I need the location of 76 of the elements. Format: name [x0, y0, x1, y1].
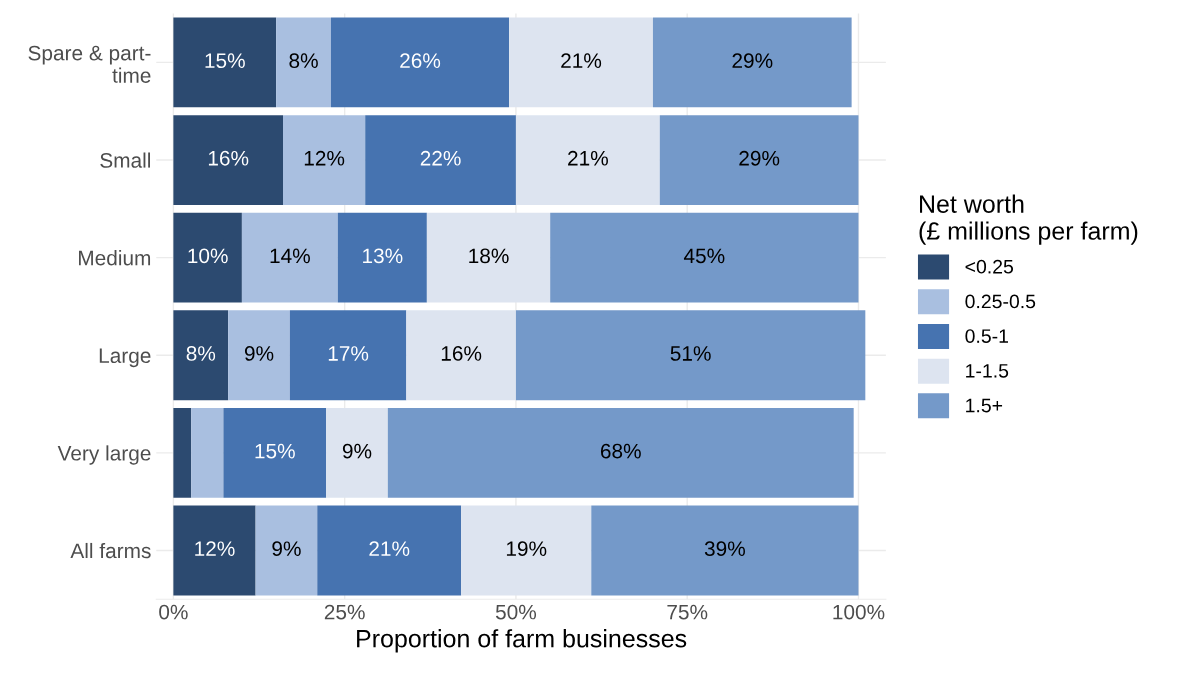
y-tick-label: Small [100, 152, 151, 168]
bar [509, 17, 653, 108]
x-tick-label: 0% [159, 604, 188, 620]
bar [406, 310, 516, 401]
bar [652, 17, 852, 108]
bar [550, 212, 859, 303]
y-tick-label: Spare & part- time [28, 45, 151, 83]
legend-label: 1.5+ [966, 398, 1003, 413]
x-tick-label: 75% [667, 604, 708, 620]
data-label: 68% [600, 443, 641, 459]
data-label: 14% [270, 248, 310, 264]
data-label: 26% [400, 53, 441, 69]
data-label: 21% [568, 150, 608, 166]
bar [173, 505, 256, 596]
bar [276, 17, 331, 108]
legend-label: 0.25-0.5 [965, 294, 1036, 309]
data-label: 9% [272, 541, 301, 557]
bar [326, 407, 388, 498]
bar [173, 310, 229, 401]
bar [228, 310, 290, 401]
data-label: 19% [506, 541, 547, 557]
data-label: 8% [289, 53, 318, 69]
bar [241, 212, 338, 303]
data-label: 21% [369, 541, 410, 556]
bar [330, 17, 510, 108]
legend-label: 0.5-1 [965, 329, 1008, 343]
y-tick-label: Very large [57, 445, 151, 465]
data-label: 29% [732, 53, 773, 69]
bar [173, 17, 277, 108]
bar [365, 115, 516, 205]
data-label: 39% [704, 541, 745, 557]
bar [317, 505, 462, 596]
bar [191, 407, 224, 498]
data-label: 21% [561, 53, 602, 68]
x-axis-title: Proportion of farm businesses [357, 629, 687, 653]
y-tick-label: All farms [70, 542, 151, 559]
data-label: 12% [304, 150, 345, 166]
data-label: 22% [420, 150, 461, 166]
bar [173, 115, 283, 205]
data-label: 15% [205, 53, 245, 69]
bar [515, 310, 866, 401]
data-label: 9% [342, 443, 372, 459]
bar [289, 310, 407, 401]
data-label: 29% [739, 150, 780, 166]
bar [591, 505, 859, 596]
legend-label: 1-1.5 [966, 364, 1009, 378]
bar [283, 115, 366, 205]
bar [337, 212, 427, 303]
x-tick-label: 50% [495, 604, 537, 620]
data-label: 16% [441, 346, 482, 361]
x-tick-label: 25% [324, 604, 365, 620]
data-label: 18% [469, 248, 509, 264]
bar [461, 505, 592, 596]
x-tick-label: 100% [833, 604, 885, 620]
bar [515, 115, 660, 205]
bar [659, 115, 859, 205]
bar [173, 212, 242, 303]
data-label: 15% [255, 443, 295, 459]
data-label: 45% [683, 248, 725, 264]
data-label: 17% [328, 346, 369, 361]
y-tick-label: Large [99, 348, 151, 368]
bar [426, 212, 551, 303]
bar [173, 407, 192, 498]
legend-label: <0.25 [965, 259, 1014, 274]
y-tick-label: Medium [79, 250, 151, 266]
data-label: 8% [186, 346, 216, 361]
data-label: 9% [244, 346, 274, 361]
legend-title: Net worth (£ millions per farm) [919, 194, 1138, 245]
bar [387, 407, 854, 498]
bar [255, 505, 318, 596]
data-label: 10% [188, 248, 228, 264]
data-label: 16% [208, 150, 249, 166]
data-label: 51% [670, 346, 711, 361]
bar [223, 407, 327, 498]
data-label: 12% [195, 541, 235, 556]
data-label: 13% [363, 248, 403, 264]
